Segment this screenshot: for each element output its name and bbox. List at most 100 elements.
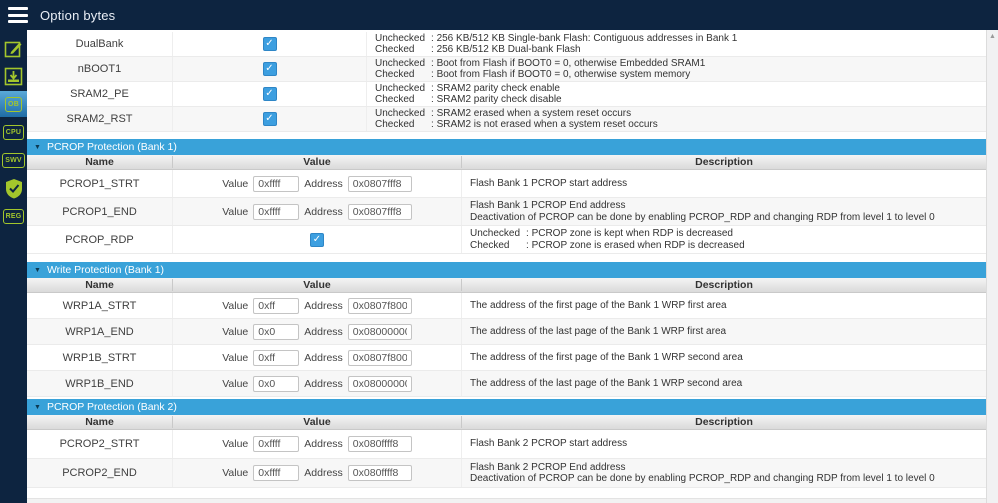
option-name: PCROP1_STRT [27, 170, 173, 197]
pcrop1-end-address-input[interactable] [347, 203, 412, 220]
table-row: PCROP2_END Value Address Flash Bank 2 PC… [27, 459, 986, 488]
sidebar-item-cpu[interactable]: CPU [0, 119, 27, 145]
option-description: Unchecked: PCROP zone is kept when RDP i… [470, 228, 745, 251]
sram2-rst-checkbox[interactable]: ✓ [262, 112, 277, 126]
sidebar-item-security[interactable] [0, 175, 27, 201]
table-row: PCROP1_STRT Value Address Flash Bank 1 P… [27, 170, 986, 198]
table-row: nBOOT1 ✓ Unchecked: Boot from Flash if B… [27, 57, 986, 82]
option-bytes-table: DualBank ✓ Unchecked: 256 KB/512 KB Sing… [27, 30, 986, 503]
column-header-row: Name Value Description [27, 155, 986, 170]
collapse-icon[interactable]: ▼ [34, 143, 41, 151]
ob-icon: OB [5, 96, 22, 112]
sidebar: OB CPU SWV REG [0, 30, 27, 503]
title-bar: Option bytes [0, 0, 998, 30]
shield-icon [5, 178, 22, 198]
address-label: Address [304, 299, 343, 312]
table-row: PCROP1_END Value Address Flash Bank 1 PC… [27, 198, 986, 226]
option-description: The address of the first page of the Ban… [470, 351, 743, 363]
pcrop1-strt-value-input[interactable] [253, 175, 300, 192]
sram2-pe-checkbox[interactable]: ✓ [262, 87, 277, 101]
option-name: PCROP1_END [27, 198, 173, 225]
table-row: PCROP_RDP ✓ Unchecked: PCROP zone is kep… [27, 226, 986, 254]
pcrop2-strt-value-input[interactable] [253, 436, 300, 452]
option-description: Unchecked: Boot from Flash if BOOT0 = 0,… [375, 57, 706, 81]
pcrop2-end-value-input[interactable] [253, 465, 300, 481]
vertical-scrollbar[interactable]: ▲ [986, 30, 998, 503]
wrp1a-end-address-input[interactable] [347, 323, 412, 340]
option-description: Unchecked: SRAM2 erased when a system re… [375, 107, 658, 131]
table-row: SRAM2_PE ✓ Unchecked: SRAM2 parity check… [27, 82, 986, 107]
wrp1b-end-address-input[interactable] [347, 375, 412, 392]
table-row: WRP1B_STRT Value Address The address of … [27, 345, 986, 371]
cpu-icon: CPU [2, 124, 25, 140]
nboot1-checkbox[interactable]: ✓ [262, 62, 277, 76]
table-row: WRP1B_END Value Address The address of t… [27, 371, 986, 397]
address-label: Address [304, 325, 343, 338]
column-name: Name [27, 279, 173, 291]
table-row: DualBank ✓ Unchecked: 256 KB/512 KB Sing… [27, 32, 986, 57]
wrp1a-strt-address-input[interactable] [347, 297, 412, 314]
collapse-icon[interactable]: ▼ [34, 403, 41, 411]
column-value: Value [173, 279, 462, 291]
pcrop2-strt-address-input[interactable] [347, 436, 412, 452]
column-value: Value [173, 416, 462, 428]
address-label: Address [304, 351, 343, 364]
dualbank-checkbox[interactable]: ✓ [262, 37, 277, 51]
page-title: Option bytes [40, 7, 116, 23]
section-title: PCROP Protection (Bank 2) [46, 401, 177, 413]
option-name: nBOOT1 [27, 57, 173, 81]
table-row: SRAM2_RST ✓ Unchecked: SRAM2 erased when… [27, 107, 986, 132]
pcrop1-end-value-input[interactable] [253, 203, 300, 220]
column-name: Name [27, 416, 173, 428]
section-header-wrp-bank1[interactable]: ▼ Write Protection (Bank 1) [27, 262, 986, 278]
sidebar-item-option-bytes[interactable]: OB [0, 91, 27, 117]
option-description: The address of the last page of the Bank… [470, 377, 743, 389]
wrp1b-strt-value-input[interactable] [253, 349, 300, 366]
section-title: Write Protection (Bank 1) [46, 264, 165, 276]
option-description: The address of the last page of the Bank… [470, 325, 727, 337]
option-description: Flash Bank 2 PCROP End address Deactivat… [470, 461, 935, 485]
column-description: Description [695, 279, 753, 291]
collapse-icon[interactable]: ▼ [34, 266, 41, 274]
swv-icon: SWV [2, 152, 25, 168]
sidebar-item-registers[interactable]: REG [0, 203, 27, 229]
address-label: Address [304, 205, 343, 218]
value-label: Value [222, 205, 249, 218]
sidebar-item-erasing-programming[interactable] [0, 35, 27, 61]
option-description: Unchecked: SRAM2 parity check enable Che… [375, 82, 562, 106]
sidebar-item-memory-file-editing[interactable] [0, 63, 27, 89]
pcrop1-strt-address-input[interactable] [347, 175, 412, 192]
column-header-row: Name Value Description [27, 278, 986, 293]
address-label: Address [304, 177, 343, 190]
sidebar-item-swv[interactable]: SWV [0, 147, 27, 173]
section-header-pcrop-bank1[interactable]: ▼ PCROP Protection (Bank 1) [27, 139, 986, 155]
pcrop2-end-address-input[interactable] [347, 465, 412, 481]
hamburger-menu-icon[interactable] [8, 7, 28, 23]
column-name: Name [27, 156, 173, 168]
wrp1b-end-value-input[interactable] [253, 375, 300, 392]
option-name: WRP1A_END [27, 319, 173, 344]
reg-icon: REG [2, 208, 25, 224]
wrp1b-strt-address-input[interactable] [347, 349, 412, 366]
value-label: Value [222, 325, 249, 338]
address-label: Address [304, 377, 343, 390]
option-description: Flash Bank 1 PCROP End address Deactivat… [470, 200, 935, 223]
scroll-up-icon[interactable]: ▲ [989, 33, 996, 40]
option-name: SRAM2_RST [27, 107, 173, 131]
section-header-pcrop-bank2[interactable]: ▼ PCROP Protection (Bank 2) [27, 399, 986, 415]
download-icon [4, 67, 23, 85]
column-description: Description [695, 416, 753, 428]
column-description: Description [695, 156, 753, 168]
wrp1a-end-value-input[interactable] [253, 323, 300, 340]
option-name: WRP1B_END [27, 371, 173, 396]
horizontal-scrollbar[interactable] [27, 498, 986, 503]
table-row: WRP1A_STRT Value Address The address of … [27, 293, 986, 319]
wrp1a-strt-value-input[interactable] [253, 297, 300, 314]
pcrop-rdp-checkbox[interactable]: ✓ [310, 232, 324, 247]
column-value: Value [173, 156, 462, 168]
value-label: Value [222, 467, 249, 479]
value-label: Value [222, 177, 249, 190]
option-description: The address of the first page of the Ban… [470, 299, 727, 311]
option-name: WRP1A_STRT [27, 293, 173, 318]
option-name: PCROP_RDP [27, 226, 173, 253]
